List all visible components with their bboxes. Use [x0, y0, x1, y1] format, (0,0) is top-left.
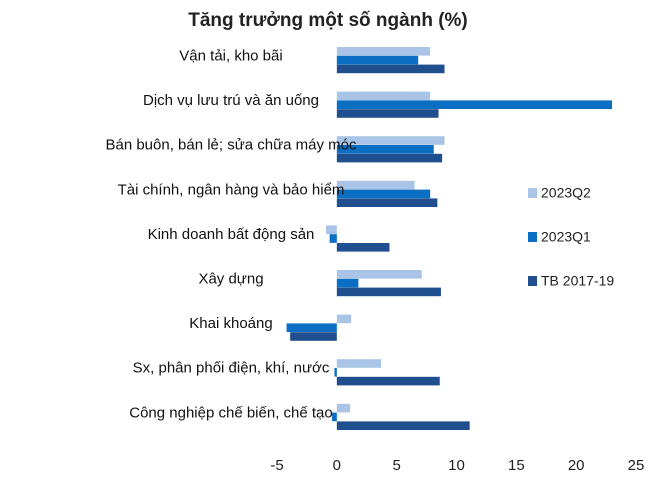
bar-3-8: [336, 376, 440, 386]
bar-3-1: [336, 64, 445, 74]
bar-1-9: [336, 403, 350, 413]
bar-1-7: [336, 314, 352, 324]
x-tick-label: 10: [448, 457, 465, 474]
legend-label: TB 2017-19: [541, 273, 614, 289]
bar-3-9: [336, 421, 470, 430]
x-tick-label: 20: [568, 457, 585, 474]
category-label: Bán buôn, bán lẻ; sửa chữa máy móc: [105, 137, 357, 154]
bar-3-2: [336, 109, 439, 118]
bar-3-5: [336, 243, 390, 252]
bar-2-4: [336, 189, 431, 199]
legend-swatch: [528, 232, 537, 242]
x-tick-label: 0: [333, 457, 341, 474]
category-label: Khai khoáng: [189, 315, 272, 332]
legend: 2023Q2 2023Q1 TB 2017-19: [528, 185, 614, 289]
bar-3-7: [290, 332, 337, 341]
bar-1-8: [336, 359, 382, 368]
category-label: Xây dựng: [198, 271, 263, 288]
category-label: Kinh doanh bất động sản: [148, 226, 315, 243]
bar-2-5: [329, 234, 337, 243]
chart-title: Tăng trưởng một số ngành (%): [188, 10, 468, 31]
x-tick-label: 5: [392, 457, 400, 474]
bar-1-1: [336, 47, 431, 56]
category-label: Tài chính, ngân hàng và bảo hiểm: [118, 181, 345, 198]
bar-2-9: [332, 412, 337, 422]
x-tick-label: -5: [270, 457, 283, 474]
bar-1-5: [326, 225, 337, 234]
bar-1-2: [336, 91, 431, 101]
bar-1-4: [336, 180, 415, 190]
x-axis-ticks: -5 0 5 10 15 20 25: [270, 457, 644, 474]
bar-1-6: [336, 270, 422, 279]
bars-group: [286, 47, 613, 430]
bar-2-7: [286, 323, 337, 332]
bar-2-3: [336, 145, 434, 154]
legend-label: 2023Q1: [541, 229, 591, 245]
category-label: Dịch vụ lưu trú và ăn uống: [143, 92, 319, 109]
bar-2-2: [336, 100, 613, 109]
bar-3-4: [336, 198, 438, 207]
category-label: Sx, phân phối điện, khí, nước: [133, 360, 330, 377]
bar-2-6: [336, 278, 359, 288]
bar-2-8: [334, 368, 337, 377]
bar-2-1: [336, 55, 419, 65]
bar-3-6: [336, 287, 441, 297]
category-label: Công nghiệp chế biến, chế tạo: [129, 404, 333, 421]
x-tick-label: 25: [628, 457, 645, 474]
x-tick-label: 15: [508, 457, 525, 474]
category-label: Vận tải, kho bãi: [179, 48, 282, 65]
legend-swatch: [528, 188, 537, 198]
legend-swatch: [528, 276, 537, 286]
bar-1-3: [336, 136, 445, 145]
bar-3-3: [336, 153, 443, 163]
category-labels: Vận tải, kho bãi Dịch vụ lưu trú và ăn uố…: [105, 48, 357, 422]
legend-label: 2023Q2: [541, 185, 591, 201]
